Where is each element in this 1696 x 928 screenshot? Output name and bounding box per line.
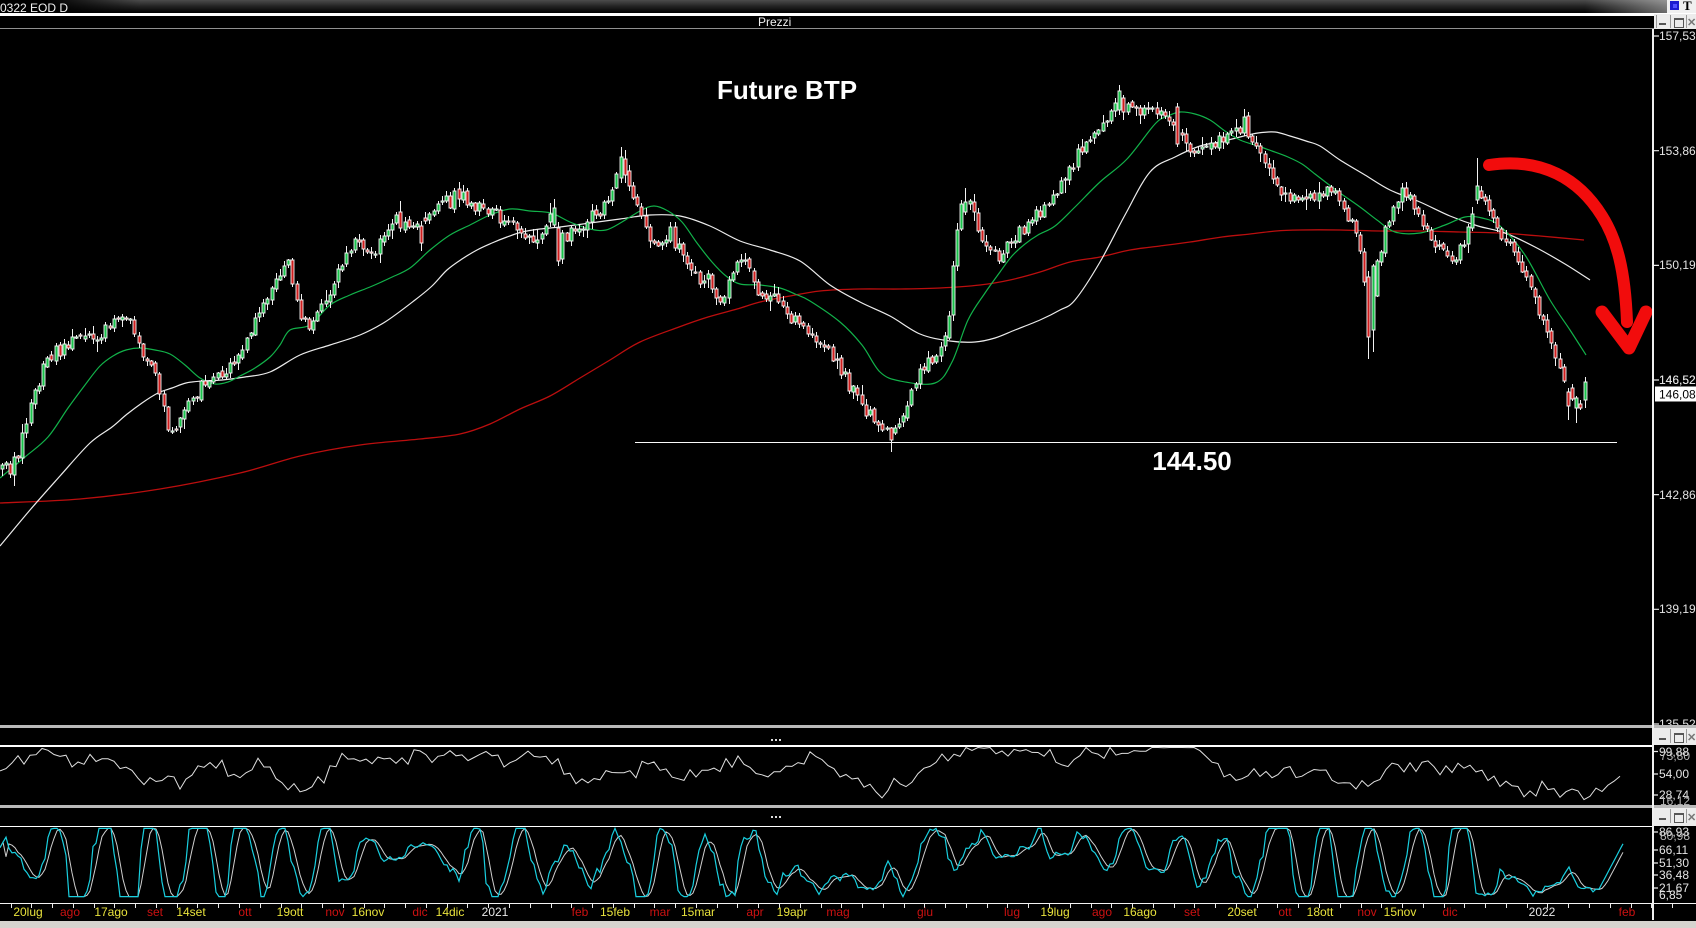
svg-text:66,11: 66,11 bbox=[1659, 843, 1688, 857]
svg-text:157,53: 157,53 bbox=[1659, 29, 1696, 43]
svg-text:14set: 14set bbox=[176, 905, 206, 919]
svg-text:36,48: 36,48 bbox=[1659, 868, 1689, 882]
svg-text:2022: 2022 bbox=[1529, 905, 1556, 919]
svg-text:146,52: 146,52 bbox=[1659, 373, 1696, 387]
svg-text:153,86: 153,86 bbox=[1659, 144, 1696, 158]
svg-text:mar: mar bbox=[650, 905, 671, 919]
svg-text:ago: ago bbox=[1092, 905, 1112, 919]
svg-text:15mar: 15mar bbox=[681, 905, 715, 919]
svg-text:150,19: 150,19 bbox=[1659, 258, 1696, 272]
svg-text:20lug: 20lug bbox=[13, 905, 42, 919]
svg-text:19ott: 19ott bbox=[277, 905, 304, 919]
svg-text:apr: apr bbox=[746, 905, 763, 919]
svg-text:ott: ott bbox=[238, 905, 252, 919]
svg-text:17ago: 17ago bbox=[94, 905, 128, 919]
svg-text:feb: feb bbox=[572, 905, 589, 919]
svg-text:86,93: 86,93 bbox=[1659, 825, 1689, 839]
svg-text:144.50: 144.50 bbox=[1152, 446, 1232, 476]
svg-text:set: set bbox=[1184, 905, 1201, 919]
svg-text:Future BTP: Future BTP bbox=[717, 75, 857, 105]
svg-text:146,52: 146,52 bbox=[1659, 373, 1696, 387]
svg-text:28,74: 28,74 bbox=[1659, 788, 1689, 802]
svg-text:6,85: 6,85 bbox=[1659, 888, 1683, 902]
svg-text:ott: ott bbox=[1278, 905, 1292, 919]
svg-text:16ago: 16ago bbox=[1123, 905, 1157, 919]
svg-text:mag: mag bbox=[826, 905, 849, 919]
svg-text:giu: giu bbox=[917, 905, 933, 919]
svg-text:73,80: 73,80 bbox=[1660, 749, 1690, 763]
svg-text:feb: feb bbox=[1619, 905, 1636, 919]
svg-text:99,88: 99,88 bbox=[1659, 745, 1689, 759]
svg-text:16,12: 16,12 bbox=[1660, 794, 1690, 808]
svg-text:lug: lug bbox=[1004, 905, 1020, 919]
svg-text:14dic: 14dic bbox=[436, 905, 465, 919]
svg-text:19lug: 19lug bbox=[1040, 905, 1069, 919]
svg-text:ago: ago bbox=[60, 905, 80, 919]
svg-text:21,67: 21,67 bbox=[1659, 881, 1689, 895]
svg-text:2021: 2021 bbox=[482, 905, 509, 919]
svg-text:142,86: 142,86 bbox=[1659, 488, 1696, 502]
svg-text:16nov: 16nov bbox=[352, 905, 385, 919]
svg-text:15feb: 15feb bbox=[600, 905, 630, 919]
svg-text:18ott: 18ott bbox=[1307, 905, 1334, 919]
svg-text:19apr: 19apr bbox=[777, 905, 808, 919]
svg-text:146,08: 146,08 bbox=[1659, 388, 1696, 402]
svg-text:set: set bbox=[147, 905, 164, 919]
svg-text:nov: nov bbox=[325, 905, 344, 919]
svg-text:dic: dic bbox=[412, 905, 427, 919]
svg-text:51,30: 51,30 bbox=[1659, 856, 1689, 870]
svg-text:139,19: 139,19 bbox=[1659, 602, 1696, 616]
svg-text:80,98: 80,98 bbox=[1660, 829, 1690, 843]
svg-text:54,00: 54,00 bbox=[1659, 767, 1689, 781]
svg-text:dic: dic bbox=[1442, 905, 1457, 919]
svg-text:20set: 20set bbox=[1227, 905, 1257, 919]
svg-text:15nov: 15nov bbox=[1384, 905, 1417, 919]
svg-text:nov: nov bbox=[1357, 905, 1376, 919]
